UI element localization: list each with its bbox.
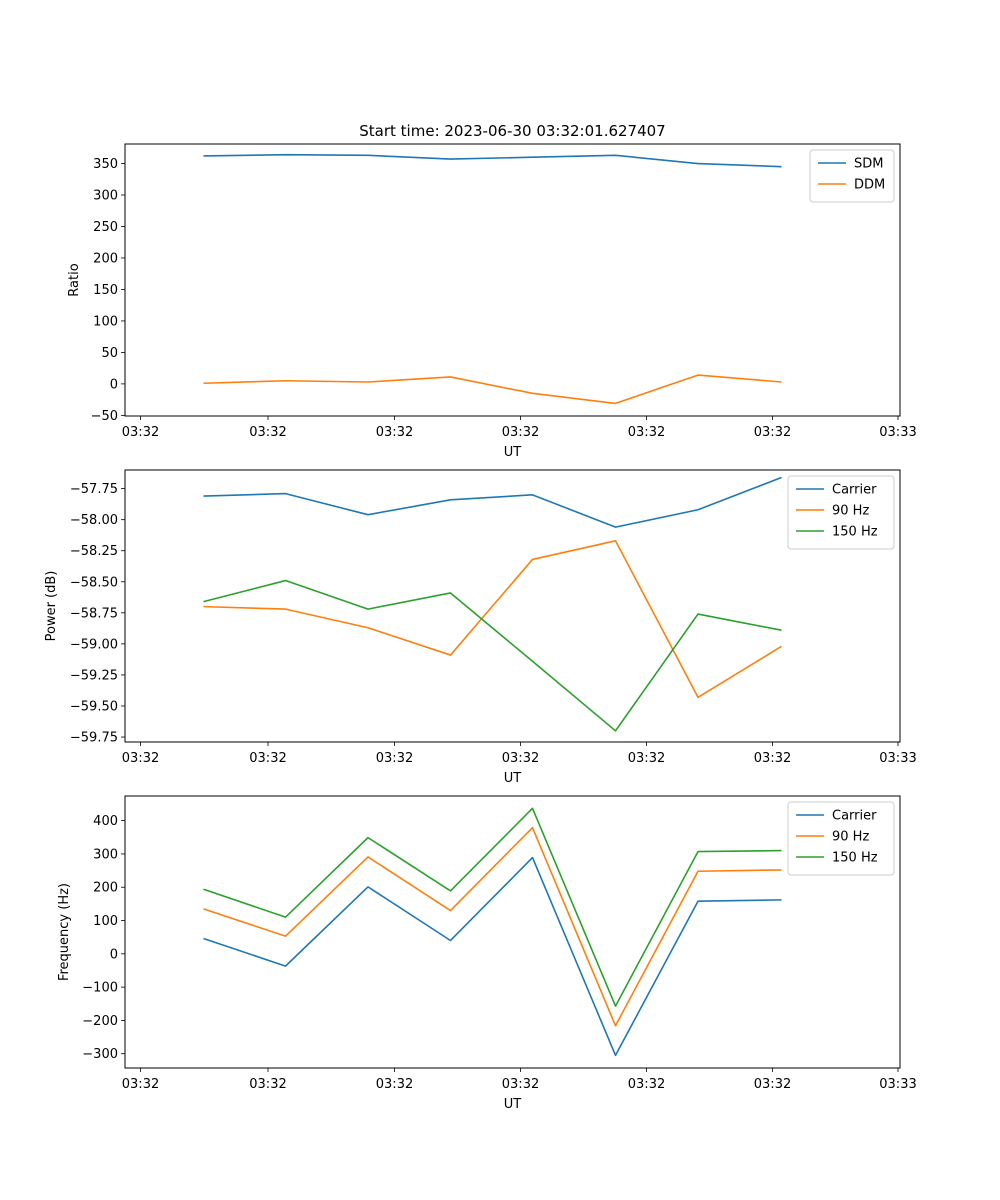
y-tick-label: −200 (82, 1014, 118, 1029)
x-tick-label: 03:32 (122, 425, 159, 440)
panel-3: 03:32 03:32 03:32 03:32 03:32 03:32 03:33 −300 −… (57, 795, 917, 1112)
y-tick-label: 100 (93, 314, 118, 329)
x-tick-label: 03:33 (879, 751, 916, 766)
x-tick-label: 03:32 (376, 425, 413, 440)
series-line-carrier (203, 856, 782, 1057)
plot-frame (124, 143, 901, 417)
legend-label: Carrier (832, 483, 877, 498)
x-tick-label: 03:33 (879, 1077, 916, 1092)
y-tick-label: 300 (93, 847, 118, 862)
y-tick-label: 0 (110, 377, 118, 392)
y-tick-label: −58.50 (70, 575, 118, 590)
y-tick-label: −59.75 (70, 731, 118, 746)
x-tick-label: 03:32 (249, 1077, 286, 1092)
y-tick-label: 200 (93, 881, 118, 896)
y-tick-label: 150 (93, 283, 118, 298)
x-tick-label: 03:32 (754, 751, 791, 766)
legend-label: SDM (854, 157, 883, 172)
x-tick-label: 03:32 (122, 751, 159, 766)
legend-label: 150 Hz (832, 525, 878, 540)
y-axis-label: Ratio (67, 263, 82, 296)
x-tick-label: 03:32 (249, 425, 286, 440)
x-axis-label: UT (504, 445, 522, 460)
y-tick-label: −58.25 (70, 544, 118, 559)
series-line-90-hz (203, 826, 782, 1027)
y-tick-label: 350 (93, 157, 118, 172)
y-tick-label: −58.00 (70, 513, 118, 528)
x-tick-label: 03:32 (376, 751, 413, 766)
x-tick-label: 03:32 (249, 751, 286, 766)
x-tick-label: 03:33 (879, 425, 916, 440)
plot-frame (124, 795, 901, 1069)
y-tick-label: 50 (101, 346, 118, 361)
legend-label: Carrier (832, 809, 877, 824)
x-axis-label: UT (504, 1097, 522, 1112)
panel-2: 03:32 03:32 03:32 03:32 03:32 03:32 03:33 −59.7… (44, 469, 917, 786)
y-axis-label: Power (dB) (44, 571, 59, 642)
legend: Carrier 90 Hz 150 Hz (787, 475, 895, 550)
y-tick-label: 0 (110, 947, 118, 962)
figure-title: Start time: 2023-06-30 03:32:01.627407 (359, 122, 665, 140)
legend: SDM DDM (809, 149, 895, 203)
x-tick-label: 03:32 (502, 751, 539, 766)
y-tick-label: −57.75 (70, 482, 118, 497)
y-tick-label: −58.75 (70, 606, 118, 621)
legend-label: 150 Hz (832, 851, 878, 866)
y-tick-label: 100 (93, 914, 118, 929)
y-tick-label: 300 (93, 189, 118, 204)
legend: Carrier 90 Hz 150 Hz (787, 801, 895, 876)
series-line-150-hz (203, 579, 782, 732)
y-tick-label: −50 (91, 409, 118, 424)
y-tick-label: −59.50 (70, 699, 118, 714)
y-tick-label: −59.00 (70, 637, 118, 652)
y-tick-label: 250 (93, 220, 118, 235)
legend-label: DDM (854, 178, 885, 193)
y-tick-label: −100 (82, 981, 118, 996)
series-line-carrier (203, 476, 782, 528)
legend-label: 90 Hz (832, 504, 869, 519)
x-tick-label: 03:32 (502, 1077, 539, 1092)
x-tick-label: 03:32 (754, 425, 791, 440)
y-axis-label: Frequency (Hz) (57, 883, 72, 981)
x-tick-label: 03:32 (376, 1077, 413, 1092)
panel-1: 03:32 03:32 03:32 03:32 03:32 03:32 03:33 −50 0 5… (67, 143, 917, 460)
y-tick-label: −59.25 (70, 668, 118, 683)
legend-label: 90 Hz (832, 830, 869, 845)
y-tick-label: 400 (93, 814, 118, 829)
series-line-ddm (203, 374, 782, 405)
x-tick-label: 03:32 (628, 425, 665, 440)
y-tick-label: −300 (82, 1047, 118, 1062)
x-tick-label: 03:32 (628, 751, 665, 766)
y-tick-label: 200 (93, 251, 118, 266)
series-line-150-hz (203, 807, 782, 1007)
series-line-90-hz (203, 539, 782, 699)
x-tick-label: 03:32 (122, 1077, 159, 1092)
x-tick-label: 03:32 (502, 425, 539, 440)
x-tick-label: 03:32 (628, 1077, 665, 1092)
x-axis-label: UT (504, 771, 522, 786)
series-line-sdm (203, 153, 782, 168)
x-tick-label: 03:32 (754, 1077, 791, 1092)
plot-frame (124, 469, 901, 743)
